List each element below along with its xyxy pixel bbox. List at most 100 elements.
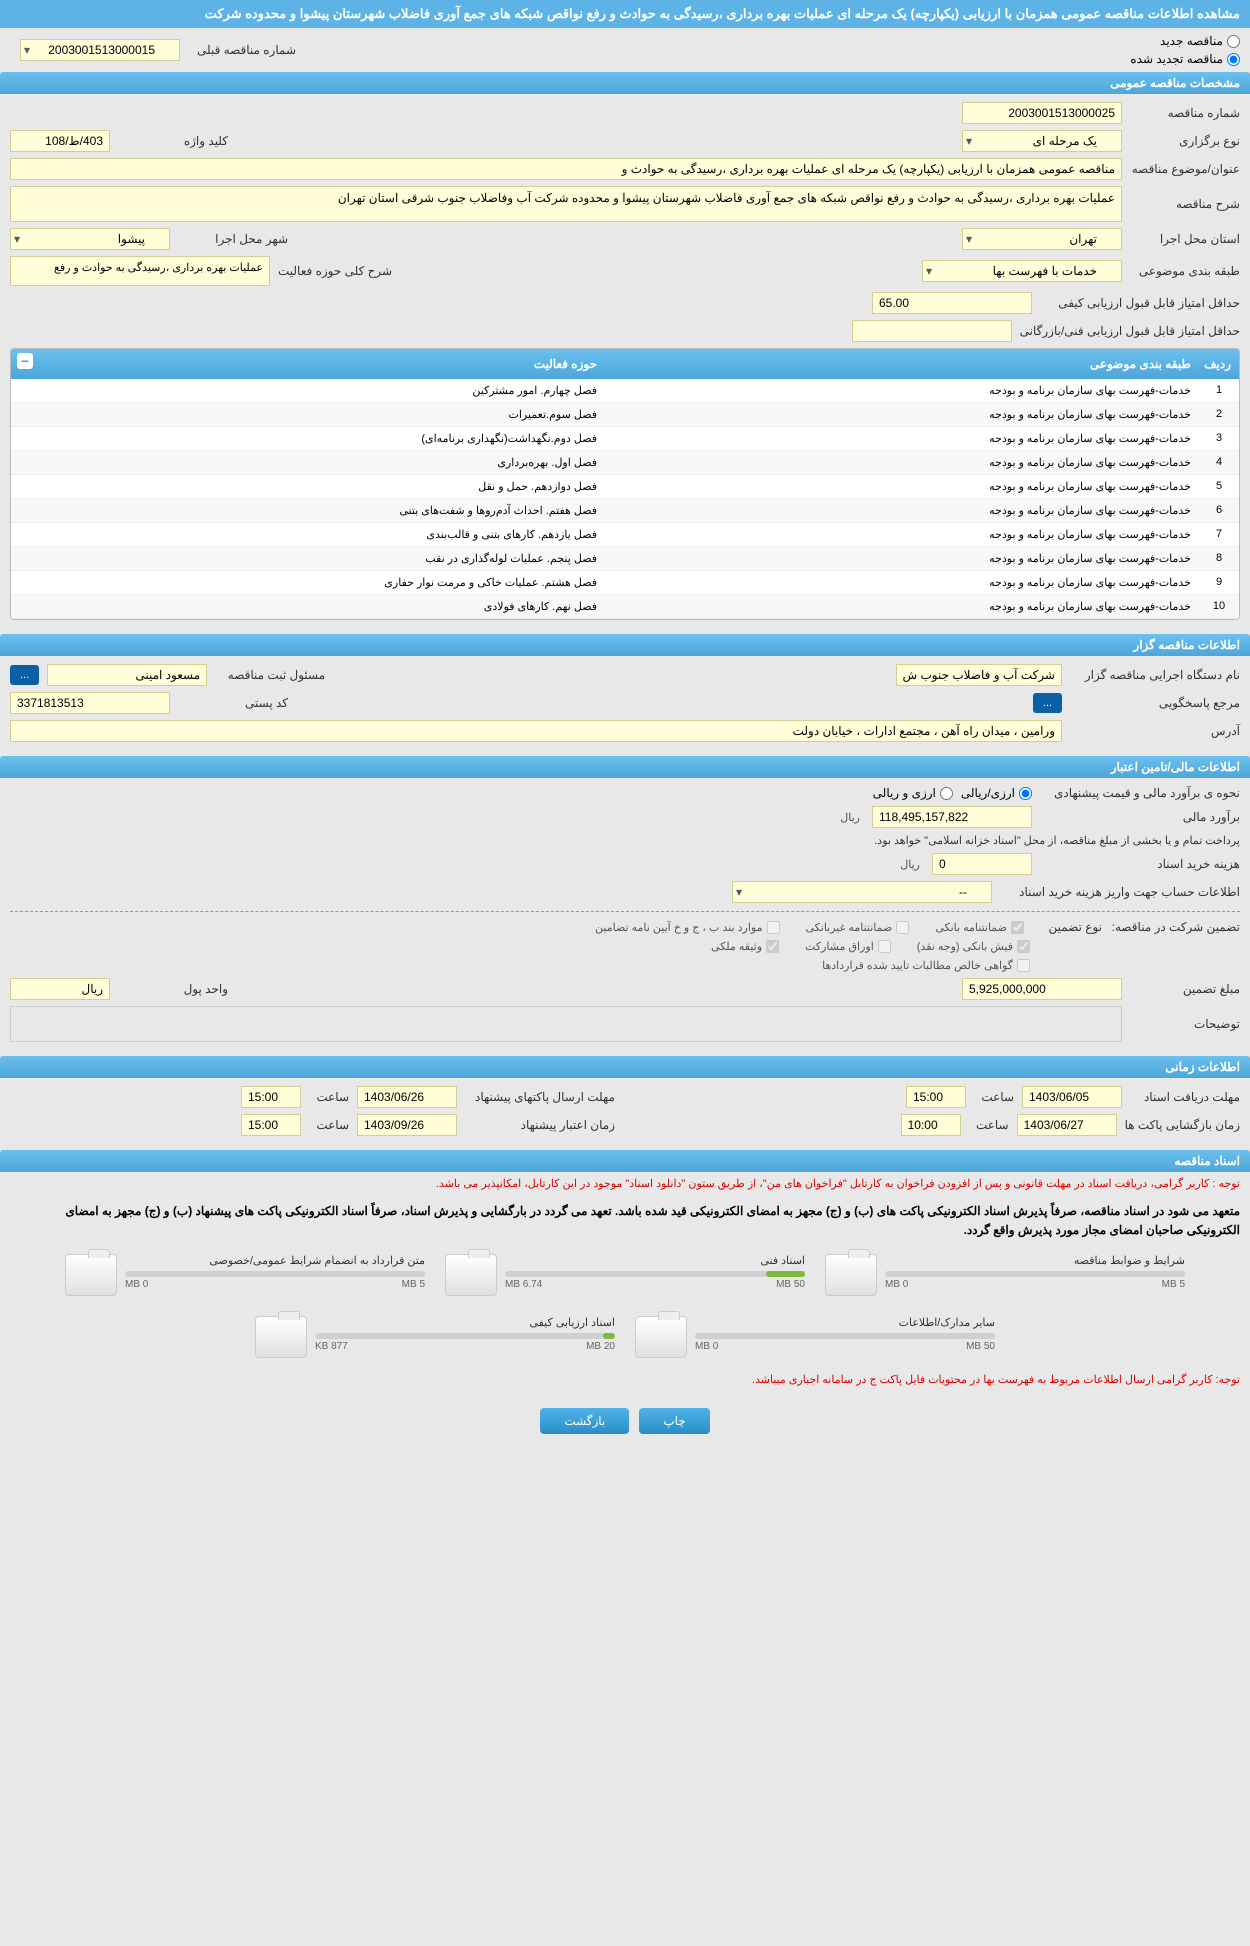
table-row: 9خدمات-فهرست بهای سازمان برنامه و بودجهف… (11, 571, 1239, 595)
folder-icon (445, 1254, 497, 1296)
section-timing-header: اطلاعات زمانی (0, 1056, 1250, 1078)
prev-number-select[interactable]: 2003001513000015 (20, 39, 180, 61)
section-general-body: شماره مناقصه 2003001513000025 نوع برگزار… (0, 94, 1250, 634)
radio-new-input[interactable] (1227, 35, 1240, 48)
radio-foreign[interactable]: ارزی و ریالی (873, 786, 953, 800)
validity-label: زمان اعتبار پیشنهاد (465, 1118, 615, 1132)
amount-unit: ریال (840, 811, 860, 824)
estimate-label: نحوه ی برآورد مالی و قیمت پیشنهادی (1040, 786, 1240, 800)
type-select[interactable]: یک مرحله ای (962, 130, 1122, 152)
doc-title: متن قرارداد به انضمام شرایط عمومی/خصوصی (125, 1254, 425, 1267)
table-row: 7خدمات-فهرست بهای سازمان برنامه و بودجهف… (11, 523, 1239, 547)
province-select[interactable]: تهران (962, 228, 1122, 250)
doc-progress (315, 1333, 615, 1339)
docs-notice3: توجه: کاربر گرامی ارسال اطلاعات مربوط به… (0, 1368, 1250, 1394)
open-label: زمان بازگشایی پاکت ها (1125, 1118, 1240, 1132)
category-select[interactable]: خدمات با فهرست بها (922, 260, 1122, 282)
back-button[interactable]: بازگشت (540, 1408, 629, 1434)
type-label: نوع برگزاری (1130, 134, 1240, 148)
section-finance-body: نحوه ی برآورد مالی و قیمت پیشنهادی ارزی/… (0, 778, 1250, 1056)
send-label: مهلت ارسال پاکتهای پیشنهاد (465, 1090, 615, 1104)
prev-number-wrap: شماره مناقصه قبلی 2003001513000015 (10, 35, 306, 65)
chk-items[interactable]: موارد بند ب ، ج و خ آیین نامه تضامین (595, 921, 779, 934)
open-date: 1403/06/27 (1017, 1114, 1117, 1136)
reg-label: مسئول ثبت مناقصه (215, 668, 325, 682)
radio-renewed[interactable]: مناقصه تجدید شده (326, 52, 1240, 66)
page-title-bar: مشاهده اطلاعات مناقصه عمومی همزمان با ار… (0, 0, 1250, 28)
chk-mortgage[interactable]: وثیقه ملکی (711, 940, 779, 953)
validity-date: 1403/09/26 (357, 1114, 457, 1136)
chk-bank[interactable]: ضمانتنامه بانکی (935, 921, 1024, 934)
address-label: آدرس (1070, 724, 1240, 738)
print-button[interactable]: چاپ (639, 1408, 709, 1434)
notes-label: توضیحات (1130, 1017, 1240, 1031)
number-label: شماره مناقصه (1130, 106, 1240, 120)
exec-field: شرکت آب و فاضلاب جنوب ش (896, 664, 1063, 686)
keyword-field: 403/ط/108 (10, 130, 110, 152)
mintech-field (852, 320, 1012, 342)
city-select[interactable]: پیشوا (10, 228, 170, 250)
folder-icon (635, 1316, 687, 1358)
section-docs-header: اسناد مناقصه (0, 1150, 1250, 1172)
subject-field: مناقصه عمومی همزمان با ارزیابی (یکپارچه)… (10, 158, 1122, 180)
reg-details-button[interactable]: ... (10, 665, 39, 685)
chk-bonds[interactable]: اوراق مشارکت (805, 940, 891, 953)
desc-label: شرح مناقصه (1130, 197, 1240, 211)
depositinfo-select[interactable]: -- (732, 881, 992, 903)
doc-item[interactable]: اسناد ارزیابی کیفی 20 MB877 KB (255, 1316, 615, 1358)
section-timing-body: مهلت دریافت اسناد 1403/06/05 ساعت 15:00 … (0, 1078, 1250, 1150)
chk-receivables[interactable]: گواهی خالص مطالبات تایید شده قراردادها (822, 959, 1030, 972)
prev-number-label: شماره مناقصه قبلی (186, 43, 296, 57)
th-idx: ردیف (1199, 353, 1239, 375)
button-bar: چاپ بازگشت (0, 1394, 1250, 1448)
activities-table-head: ردیف طبقه بندی موضوعی حوزه فعالیت − (11, 349, 1239, 379)
chk-nonbank[interactable]: ضمانتنامه غیربانکی (806, 921, 910, 934)
receive-time: 15:00 (906, 1086, 966, 1108)
doc-item[interactable]: سایر مدارک/اطلاعات 50 MB0 MB (635, 1316, 995, 1358)
minscore-field: 65.00 (872, 292, 1032, 314)
doc-item[interactable]: متن قرارداد به انضمام شرایط عمومی/خصوصی … (65, 1254, 425, 1296)
doc-progress (505, 1271, 805, 1277)
radio-rial[interactable]: ارزی/ریالی (961, 786, 1032, 800)
currency-label: واحد پول (118, 982, 228, 996)
tender-kind-row: مناقصه جدید مناقصه تجدید شده شماره مناقص… (0, 28, 1250, 72)
radio-renewed-input[interactable] (1227, 53, 1240, 66)
currency-field: ریال (10, 978, 110, 1000)
receive-date: 1403/06/05 (1022, 1086, 1122, 1108)
depositinfo-label: اطلاعات حساب جهت واریز هزینه خرید اسناد (1000, 885, 1240, 899)
purchasecost-label: هزینه خرید اسناد (1040, 857, 1240, 871)
guarantee-heading: تضمین شرکت در مناقصه: (1110, 920, 1240, 934)
page-title: مشاهده اطلاعات مناقصه عمومی همزمان با ار… (205, 6, 1240, 21)
docs-notice2: متعهد می شود در اسناد مناقصه، صرفاً پذیر… (0, 1198, 1250, 1244)
province-label: استان محل اجرا (1130, 232, 1240, 246)
page-container: مشاهده اطلاعات مناقصه عمومی همزمان با ار… (0, 0, 1250, 1448)
purchasecost-field: 0 (932, 853, 1032, 875)
table-row: 3خدمات-فهرست بهای سازمان برنامه و بودجهف… (11, 427, 1239, 451)
chk-cash[interactable]: فیش بانکی (وجه نقد) (917, 940, 1030, 953)
doc-item[interactable]: اسناد فنی 50 MB6.74 MB (445, 1254, 805, 1296)
activities-table: ردیف طبقه بندی موضوعی حوزه فعالیت − حوزه… (10, 348, 1240, 620)
doc-progress (695, 1333, 995, 1339)
radio-new[interactable]: مناقصه جدید (326, 34, 1240, 48)
city-label: شهر محل اجرا (178, 232, 288, 246)
contact-details-button[interactable]: ... (1033, 693, 1062, 713)
receive-label: مهلت دریافت اسناد (1130, 1090, 1240, 1104)
scope-label: شرح کلی حوزه فعالیت (278, 264, 392, 278)
doc-progress (885, 1271, 1185, 1277)
collapse-icon[interactable]: − (17, 353, 33, 369)
table-row: 6خدمات-فهرست بهای سازمان برنامه و بودجهف… (11, 499, 1239, 523)
table-row: 2خدمات-فهرست بهای سازمان برنامه و بودجهف… (11, 403, 1239, 427)
table-row: 5خدمات-فهرست بهای سازمان برنامه و بودجهف… (11, 475, 1239, 499)
doc-item[interactable]: شرایط و ضوابط مناقصه 5 MB0 MB (825, 1254, 1185, 1296)
guarantee-amount-label: مبلغ تضمین (1130, 982, 1240, 996)
send-date: 1403/06/26 (357, 1086, 457, 1108)
minscore-label: حداقل امتیاز قابل قبول ارزیابی کیفی (1040, 296, 1240, 310)
table-row: 8خدمات-فهرست بهای سازمان برنامه و بودجهف… (11, 547, 1239, 571)
th-act: حوزه فعالیت (11, 353, 605, 375)
activities-rows: 1خدمات-فهرست بهای سازمان برنامه و بودجهف… (11, 379, 1239, 619)
section-org-body: نام دستگاه اجرایی مناقصه گزار شرکت آب و … (0, 656, 1250, 756)
contact-label: مرجع پاسخگویی (1070, 696, 1240, 710)
mintech-label: حداقل امتیاز قابل قبول ارزیابی فنی/بازرگ… (1020, 324, 1240, 338)
guarantee-amount-field: 5,925,000,000 (962, 978, 1122, 1000)
folder-icon (65, 1254, 117, 1296)
